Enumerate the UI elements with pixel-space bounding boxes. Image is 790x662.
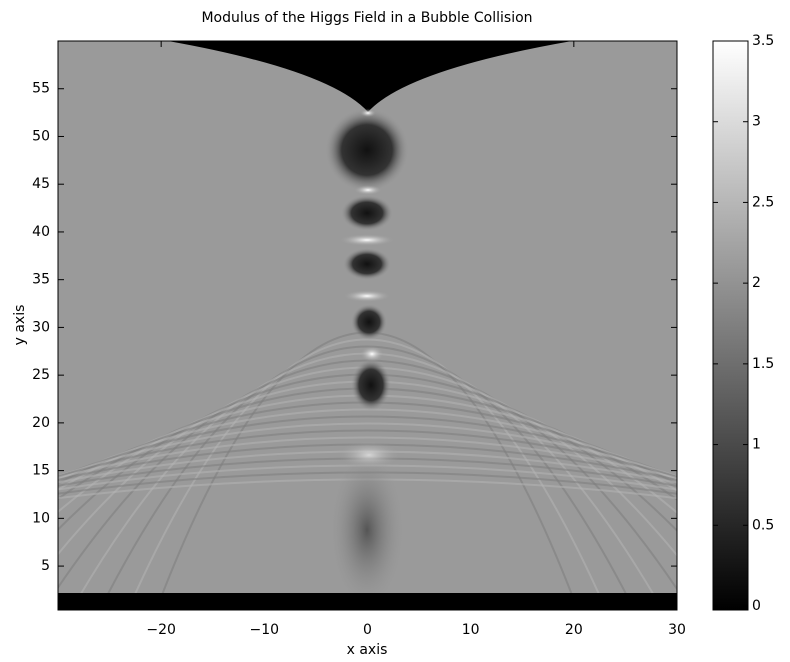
x-tick-label: −10: [250, 622, 280, 638]
dark-blob: [329, 450, 405, 610]
x-tick-label: 30: [668, 622, 686, 638]
x-tick-label: −20: [146, 622, 176, 638]
y-tick-label: 25: [32, 367, 50, 383]
dark-blob: [341, 195, 393, 231]
bright-blob: [339, 234, 395, 246]
bright-blob: [337, 441, 401, 469]
colorbar-tick-label: 0: [752, 598, 761, 614]
y-tick-label: 30: [32, 319, 50, 335]
wave-arc: [58, 436, 677, 480]
colorbar: [712, 40, 749, 611]
colorbar-tick-label: 1: [752, 437, 761, 453]
y-tick-label: 50: [32, 128, 50, 144]
bottom-strip: [58, 593, 677, 610]
x-axis-label: x axis: [347, 642, 388, 658]
y-tick-label: 40: [32, 224, 50, 240]
x-tick-label: 0: [363, 622, 372, 638]
x-tick-label: 20: [565, 622, 583, 638]
dark-blob: [351, 359, 391, 411]
y-tick-label: 35: [32, 272, 50, 288]
colorbar-tick-label: 0.5: [752, 517, 774, 533]
bright-blob: [354, 185, 382, 195]
y-axis-label: y axis: [12, 305, 28, 346]
chart-title: Modulus of the Higgs Field in a Bubble C…: [201, 10, 532, 26]
dark-blob: [343, 248, 391, 280]
dark-blob: [351, 304, 387, 340]
colorbar-tick-label: 2.5: [752, 194, 774, 210]
dark-blob: [325, 108, 409, 192]
wave-arc: [58, 422, 677, 478]
colorbar-tick-label: 3.5: [752, 33, 774, 49]
y-tick-label: 55: [32, 81, 50, 97]
bright-blob: [343, 290, 391, 302]
y-tick-label: 45: [32, 176, 50, 192]
colorbar-tick-label: 3: [752, 114, 761, 130]
bright-blob: [360, 346, 384, 362]
y-tick-label: 20: [32, 415, 50, 431]
field-image: [58, 41, 677, 610]
colorbar-tick-label: 2: [752, 275, 761, 291]
y-tick-label: 5: [41, 558, 50, 574]
x-tick-label: 10: [462, 622, 480, 638]
wave-arc: [58, 415, 677, 479]
wave-arc: [58, 429, 677, 478]
colorbar-tick-label: 1.5: [752, 356, 774, 372]
dark-region: [168, 41, 572, 112]
y-tick-label: 10: [32, 510, 50, 526]
y-tick-label: 15: [32, 463, 50, 479]
bright-blob: [360, 109, 376, 117]
